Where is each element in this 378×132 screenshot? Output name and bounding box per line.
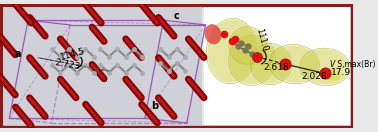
- Text: S,max(Br): S,max(Br): [335, 60, 376, 69]
- Text: 114.5: 114.5: [59, 46, 86, 62]
- Ellipse shape: [251, 44, 290, 84]
- Ellipse shape: [301, 49, 349, 85]
- Text: b: b: [151, 101, 158, 111]
- Text: V: V: [330, 60, 335, 69]
- Text: a: a: [15, 49, 22, 59]
- Text: 111.0: 111.0: [254, 27, 269, 52]
- Ellipse shape: [270, 45, 319, 83]
- Ellipse shape: [204, 24, 222, 44]
- Text: 2.028: 2.028: [301, 72, 327, 81]
- Text: 2.618: 2.618: [263, 63, 289, 72]
- Text: 2.723: 2.723: [54, 58, 81, 72]
- Ellipse shape: [230, 28, 265, 63]
- Ellipse shape: [207, 19, 256, 83]
- Bar: [3, 7, 202, 125]
- Ellipse shape: [324, 70, 341, 81]
- Bar: [204, 7, 350, 125]
- Ellipse shape: [230, 36, 275, 85]
- Text: 17.9: 17.9: [331, 68, 351, 77]
- Ellipse shape: [205, 25, 221, 43]
- Text: c: c: [174, 11, 180, 21]
